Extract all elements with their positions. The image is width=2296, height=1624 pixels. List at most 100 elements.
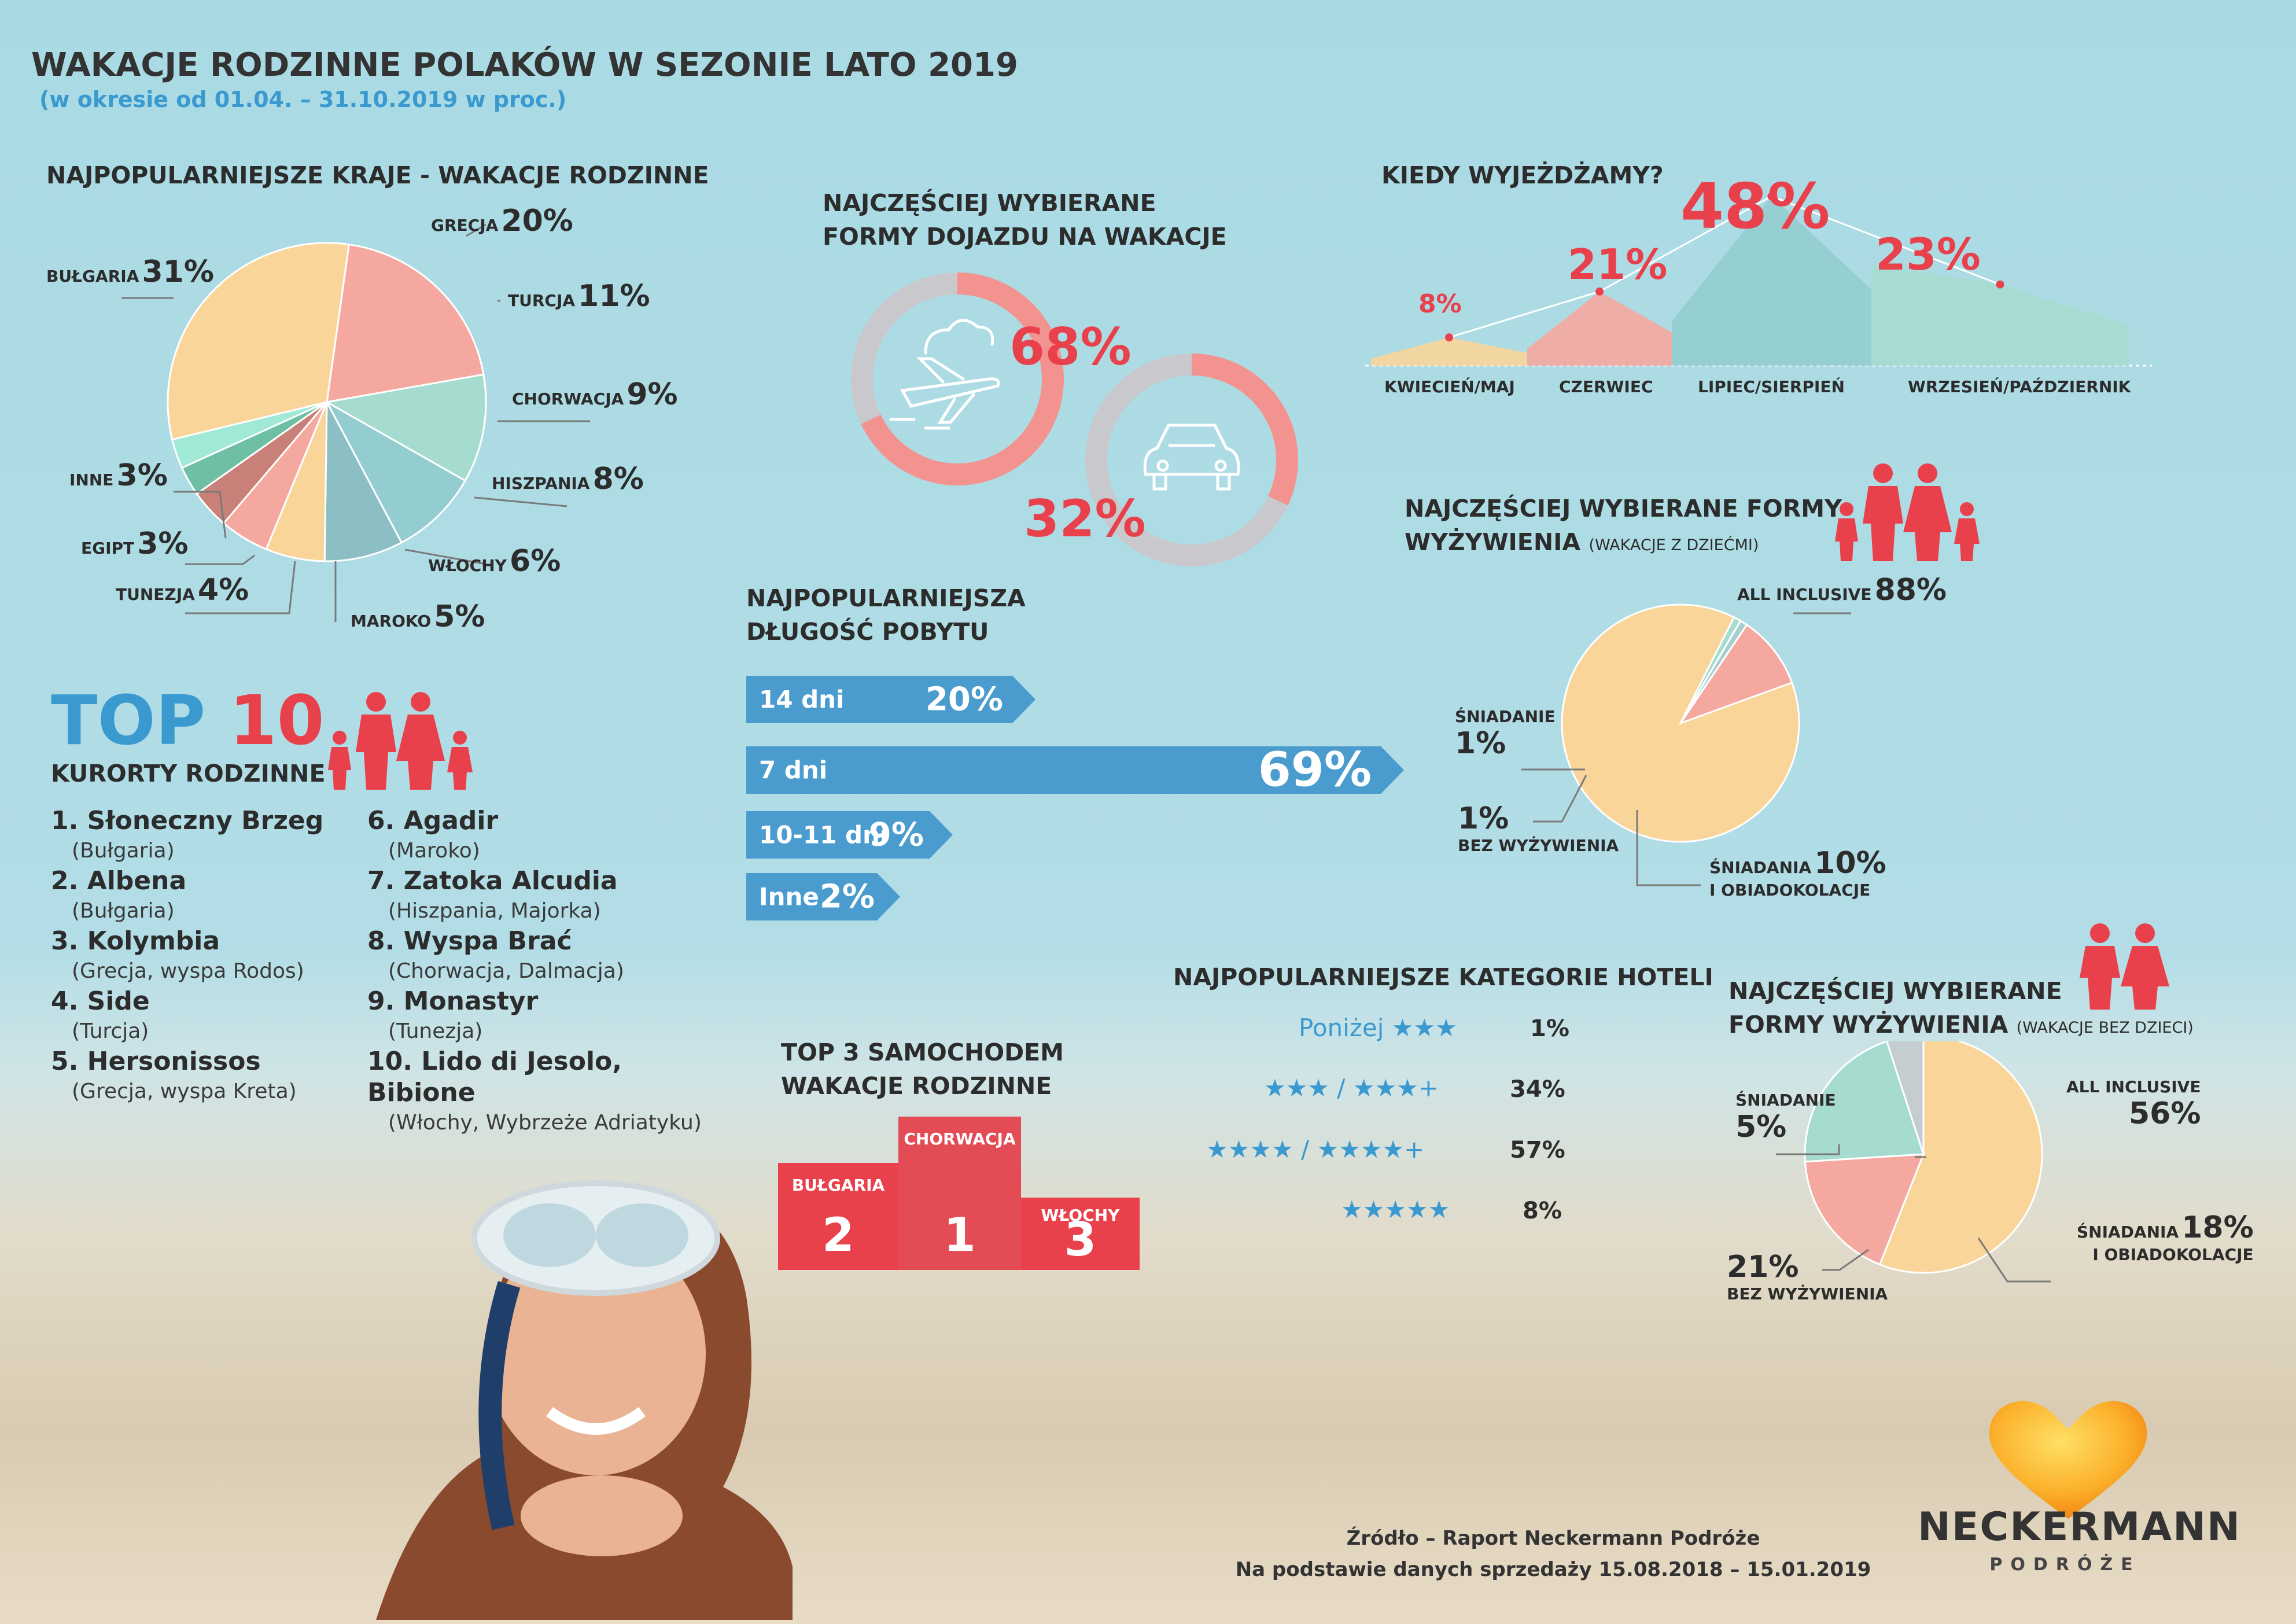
adults-breakfast: ŚNIADANIE 5% — [1735, 1091, 1836, 1144]
car-value: 32% — [1024, 489, 1146, 548]
car-icon — [1143, 424, 1240, 491]
plane-icon — [889, 319, 1000, 430]
resort-region: (Włochy, Wybrzeże Adriatyku) — [388, 1111, 702, 1135]
resort-region: (Grecja, wyspa Kreta) — [72, 1080, 297, 1103]
leader-breakfast — [1776, 1144, 1840, 1155]
resort-name: 3. Kolymbia — [51, 926, 220, 956]
brand-sub: PODRÓŻE — [1989, 1555, 2141, 1575]
hotel-row-value: 1% — [1530, 1015, 1569, 1042]
hotel-row-label: ★★★★★ — [1341, 1195, 1450, 1224]
country-label-bulgaria: BUŁGARIA 31% — [46, 255, 214, 289]
resort-name: 9. Monastyr — [367, 986, 539, 1016]
kids-none: 1% BEZ WYŻYWIENIA — [1458, 801, 1619, 855]
couple-icon — [2080, 923, 2169, 1010]
resort-name: 7. Zatoka Alcudia — [367, 866, 618, 896]
country-label-grecja: GRECJA 20% — [431, 204, 573, 238]
hotel-row-value: 34% — [1510, 1076, 1565, 1103]
top10-subtitle: KURORTY RODZINNE — [51, 760, 326, 787]
pie-slice-all-inclusive — [1878, 1041, 2043, 1274]
when-value-3: 23% — [1875, 229, 1981, 280]
resort-region: (Bułgaria) — [72, 839, 175, 863]
when-area-2 — [1672, 196, 1871, 366]
country-label-inne: INNE 3% — [69, 458, 168, 493]
podium-1: CHORWACJA 1 — [898, 1117, 1021, 1270]
resort-region: (Hiszpania, Majorka) — [388, 899, 601, 923]
country-label-tunezja: TUNEZJA 4% — [116, 573, 249, 607]
meals-kids-title: NAJCZĘŚCIEJ WYBIERANE FORMY WYŻYWIENIA (… — [1405, 495, 1842, 556]
when-peak-dot-0 — [1445, 333, 1453, 342]
when-title: KIEDY WYJEŻDŻAMY? — [1381, 161, 1664, 189]
when-area-3 — [1871, 264, 2129, 366]
pie-slice-half-board — [1804, 1153, 1925, 1266]
brand-name: NECKERMANN — [1918, 1504, 2241, 1550]
meals-kids-pie-chart — [1521, 603, 1851, 886]
pie-slice-breakfast — [1886, 1041, 1925, 1155]
leader-hiszpania — [474, 496, 567, 507]
plane-value: 68% — [1009, 317, 1132, 377]
pie-slice-turcja — [324, 373, 487, 482]
resort-name: 2. Albena — [51, 866, 187, 896]
adults-none: 21% BEZ WYŻYWIENIA — [1727, 1250, 1888, 1303]
kids-all-inclusive: ALL INCLUSIVE 88% — [1737, 573, 1947, 607]
resort-region: (Maroko) — [388, 839, 480, 863]
leader-wlochy — [404, 548, 487, 565]
resort-name: 4. Side — [51, 986, 150, 1016]
leader-none — [1822, 1249, 1869, 1271]
when-value-2: 48% — [1680, 171, 1830, 243]
pie-slice-bulgaria — [167, 242, 350, 441]
family-icon — [328, 692, 473, 790]
hotel-row-label: ★★★ / ★★★+ — [1264, 1074, 1439, 1102]
hotel-row-label: ★★★★ / ★★★★+ — [1206, 1135, 1425, 1163]
resort-name: 1. Słoneczny Brzeg — [51, 806, 324, 835]
meals-adults-leader-lines — [1776, 1144, 2051, 1283]
pie-slice-half-board — [1678, 623, 1793, 725]
countries-pie-chart — [121, 223, 590, 622]
when-value-1: 21% — [1568, 240, 1668, 289]
pie-slice-hiszpania — [323, 402, 403, 562]
when-peak-dot-3 — [1996, 280, 2004, 289]
footer-source: Źródło – Raport Neckermann Podróże Na pod… — [1235, 1527, 1871, 1581]
resort-name: 6. Agadir — [367, 806, 499, 835]
pie-slice-none — [1804, 1041, 1925, 1163]
page-subtitle: (w okresie od 01.04. – 31.10.2019 w proc… — [39, 87, 567, 112]
when-label-1: CZERWIEC — [1559, 377, 1653, 396]
country-label-hiszpania: HISZPANIA 8% — [492, 462, 644, 496]
podium-3: WŁOCHY 3 — [1021, 1198, 1140, 1270]
plane-donut-value — [851, 272, 1064, 485]
transport-donuts — [851, 272, 1298, 566]
girl-snorkel-illustration — [376, 1180, 793, 1620]
hotels-title: NAJPOPULARNIEJSZE KATEGORIE HOTELI — [1173, 963, 1713, 991]
country-label-turcja: TURCJA 11% — [508, 279, 650, 314]
leader-half — [1977, 1238, 2051, 1283]
when-peak-line — [1449, 195, 2001, 338]
country-label-wlochy: WŁOCHY 6% — [428, 544, 561, 579]
podium-2: BUŁGARIA 2 — [778, 1163, 898, 1270]
stay-title: NAJPOPULARNIEJSZA DŁUGOŚĆ POBYTU — [746, 584, 1026, 646]
countries-title: NAJPOPULARNIEJSZE KRAJE - WAKACJE RODZIN… — [46, 161, 709, 189]
resort-region: (Turcja) — [72, 1019, 149, 1043]
resort-region: (Tunezja) — [388, 1019, 483, 1043]
kids-breakfast: ŚNIADANIE 1% — [1455, 707, 1556, 761]
meals-adults-pie — [1804, 1041, 2043, 1274]
resort-region: (Bułgaria) — [72, 899, 175, 923]
when-area-chart — [1365, 192, 2152, 367]
family-icon — [1835, 463, 1980, 561]
stay-bar: 10-11 dni 9% — [746, 811, 953, 859]
leader-grecja — [466, 223, 487, 237]
when-peak-dot-2 — [1767, 192, 1776, 201]
leader-egipt — [185, 554, 255, 565]
hotel-row-value: 57% — [1510, 1137, 1565, 1163]
kids-half: ŚNIADANIA 10% I OBIADOKOLACJE — [1709, 846, 1886, 900]
meals-kids-pie — [1561, 603, 1800, 843]
when-label-3: WRZESIEŃ/PAŹDZIERNIK — [1908, 377, 2131, 396]
top10-heading: TOP 10 — [51, 680, 325, 760]
car-top3-title: TOP 3 SAMOCHODEM WAKACJE RODZINNE — [781, 1039, 1064, 1100]
pie-slice-grecja — [326, 243, 485, 403]
page-title: WAKACJE RODZINNE POLAKÓW W SEZONIE LATO … — [31, 46, 1018, 84]
neckermann-heart-logo — [1989, 1401, 2147, 1519]
when-label-2: LIPIEC/SIERPIEŃ — [1698, 377, 1845, 396]
resort-name: 5. Hersonissos — [51, 1047, 261, 1076]
when-area-0 — [1371, 337, 1527, 366]
meals-adults-pie-chart — [1776, 1041, 2051, 1283]
resort-list-left: 1. Słoneczny Brzeg (Bułgaria) 2. Albena … — [51, 805, 375, 1106]
